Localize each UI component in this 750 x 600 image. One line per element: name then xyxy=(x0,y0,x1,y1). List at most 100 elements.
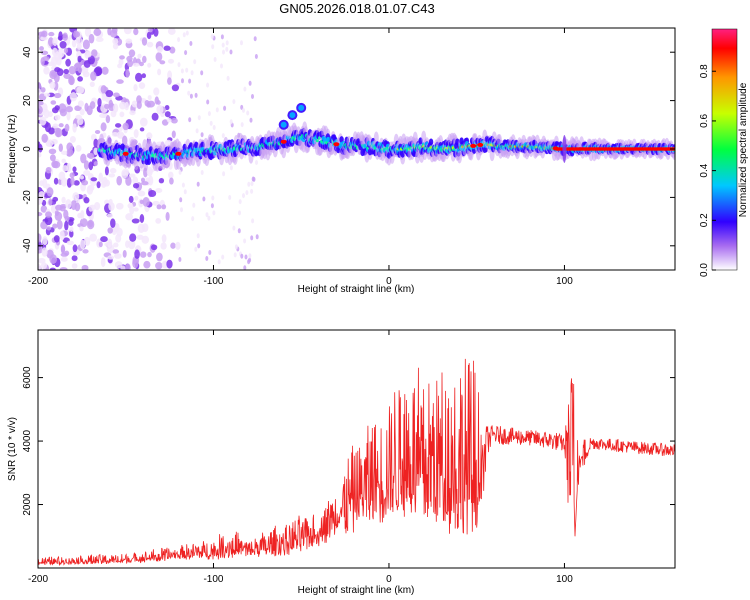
spectrogram-blob xyxy=(69,135,76,143)
spectrogram-blob xyxy=(132,258,139,269)
spectrogram-blob xyxy=(75,36,81,45)
spectrogram-blob xyxy=(72,244,78,253)
spectrogram-blob xyxy=(129,233,137,242)
spectrogram-blob xyxy=(185,30,189,36)
spectrogram-blob xyxy=(119,101,127,110)
spectrogram-blob xyxy=(221,133,225,139)
spectrogram-blob xyxy=(72,166,77,173)
spectrogram-blob xyxy=(69,229,74,238)
spectrogram-blob xyxy=(40,87,46,93)
spectrogram-blob xyxy=(88,161,94,171)
spectrogram-blob xyxy=(74,62,80,72)
x-tick-label: 100 xyxy=(556,574,573,585)
spectrogram-blob xyxy=(228,195,232,200)
spectrogram-blob xyxy=(125,213,133,221)
spectrogram-blob xyxy=(113,103,119,113)
spectrogram-blob xyxy=(229,119,233,125)
spectrogram-blob xyxy=(193,59,197,65)
spectrogram-blob xyxy=(108,173,116,178)
spectrogram-blob xyxy=(209,120,213,126)
spectrogram-blob xyxy=(59,230,65,241)
spectrogram-blob xyxy=(52,123,59,129)
spectrogram-blob xyxy=(40,50,49,56)
spectrogram-blob xyxy=(69,172,75,179)
spectrogram-blob xyxy=(81,179,89,186)
colorbar-label: Normalized spectral amplitude xyxy=(738,82,749,217)
spectrogram-blob xyxy=(116,79,124,84)
spectrogram-blob xyxy=(43,108,50,119)
spectrogram-blob xyxy=(137,190,146,197)
spectrogram-blob xyxy=(65,105,73,113)
spectrogram-blob xyxy=(98,241,103,248)
spectrogram-blob xyxy=(53,177,59,185)
spectrogram-blob xyxy=(141,235,150,244)
y-tick-label: 2000 xyxy=(22,493,33,516)
spectrogram-blob xyxy=(281,145,287,159)
spectrogram-blob xyxy=(153,87,160,96)
spectrogram-blob xyxy=(187,90,191,96)
spectrogram-blob xyxy=(184,50,188,56)
spectrogram-blob xyxy=(40,262,48,270)
spectrogram-blob xyxy=(250,188,254,194)
spectrogram-blob xyxy=(108,99,113,108)
spectrogram-blob xyxy=(183,189,187,195)
spectrogram-blob xyxy=(40,205,48,213)
spectrogram-blob xyxy=(245,190,249,196)
spectrogram-blob xyxy=(91,49,98,57)
spectrogram-blob xyxy=(123,28,132,35)
spectrogram-blob xyxy=(134,195,139,201)
spectrogram-blob xyxy=(115,123,122,128)
y-tick-label: 4000 xyxy=(22,430,33,453)
spectrogram-blob xyxy=(61,150,69,156)
spectrogram-blob xyxy=(200,70,204,76)
y-tick-label: 0 xyxy=(22,146,33,152)
spectrogram-blob xyxy=(139,117,148,127)
spectrogram-blob xyxy=(49,69,58,80)
spectrogram-blob xyxy=(88,205,94,212)
spectrogram-blob xyxy=(181,78,184,84)
x-tick-label: 0 xyxy=(386,276,392,287)
spectrogram-blob xyxy=(72,123,77,133)
spectrogram-blob xyxy=(90,177,98,182)
snr-ticks: -200 -100 0 100 2000 4000 6000 xyxy=(22,330,675,585)
spectrogram-blob xyxy=(131,218,140,224)
spectrogram-blob xyxy=(251,218,255,224)
spectrogram-blob xyxy=(41,247,48,257)
spectrogram-blob xyxy=(71,263,78,269)
spectrogram-blob xyxy=(88,33,95,44)
snr-y-label: SNR (10 * v/v) xyxy=(7,417,18,481)
spectrogram-blob xyxy=(38,233,42,243)
spectrogram-blob xyxy=(125,240,130,248)
y-tick-label: -20 xyxy=(22,190,33,205)
spectrogram-blob xyxy=(63,73,72,79)
spectrogram-blob xyxy=(84,102,89,112)
spectrogram-blob xyxy=(54,67,61,73)
spectrogram-blob xyxy=(128,195,134,203)
spectrogram-blob xyxy=(114,253,122,259)
spectrogram-blob xyxy=(99,113,107,118)
spectrogram-blob xyxy=(138,82,146,89)
colorbar: 0.0 0.2 0.4 0.6 0.8 Normalized spectral ampl… xyxy=(699,28,749,277)
spectrogram-blob xyxy=(221,42,225,48)
spectrogram-blob xyxy=(111,132,119,137)
spectrogram-blob xyxy=(72,192,80,201)
spectrogram-blob xyxy=(157,68,162,76)
spectrogram-blob xyxy=(167,58,175,64)
spectrogram-blob xyxy=(196,233,200,239)
spectrogram-blob xyxy=(55,204,63,211)
spectrogram-blob xyxy=(45,211,52,218)
spectrogram-blob xyxy=(107,227,113,234)
spectrogram-blob xyxy=(134,249,140,260)
spectrogram-core xyxy=(555,147,675,151)
spectrogram-blob xyxy=(48,148,57,155)
spectrogram-blob xyxy=(77,76,83,82)
spectrogram-blob xyxy=(61,177,68,187)
spectrogram-blob xyxy=(225,40,229,46)
spectrogram-blob xyxy=(237,228,241,234)
colorbar-tick-label: 0.0 xyxy=(699,263,710,277)
spectrogram-blob xyxy=(46,187,54,197)
spectrogram-blob xyxy=(84,28,92,37)
spectrogram-blob xyxy=(156,252,163,262)
spectrogram-blob xyxy=(58,123,64,128)
spectrogram-blob xyxy=(43,66,50,75)
